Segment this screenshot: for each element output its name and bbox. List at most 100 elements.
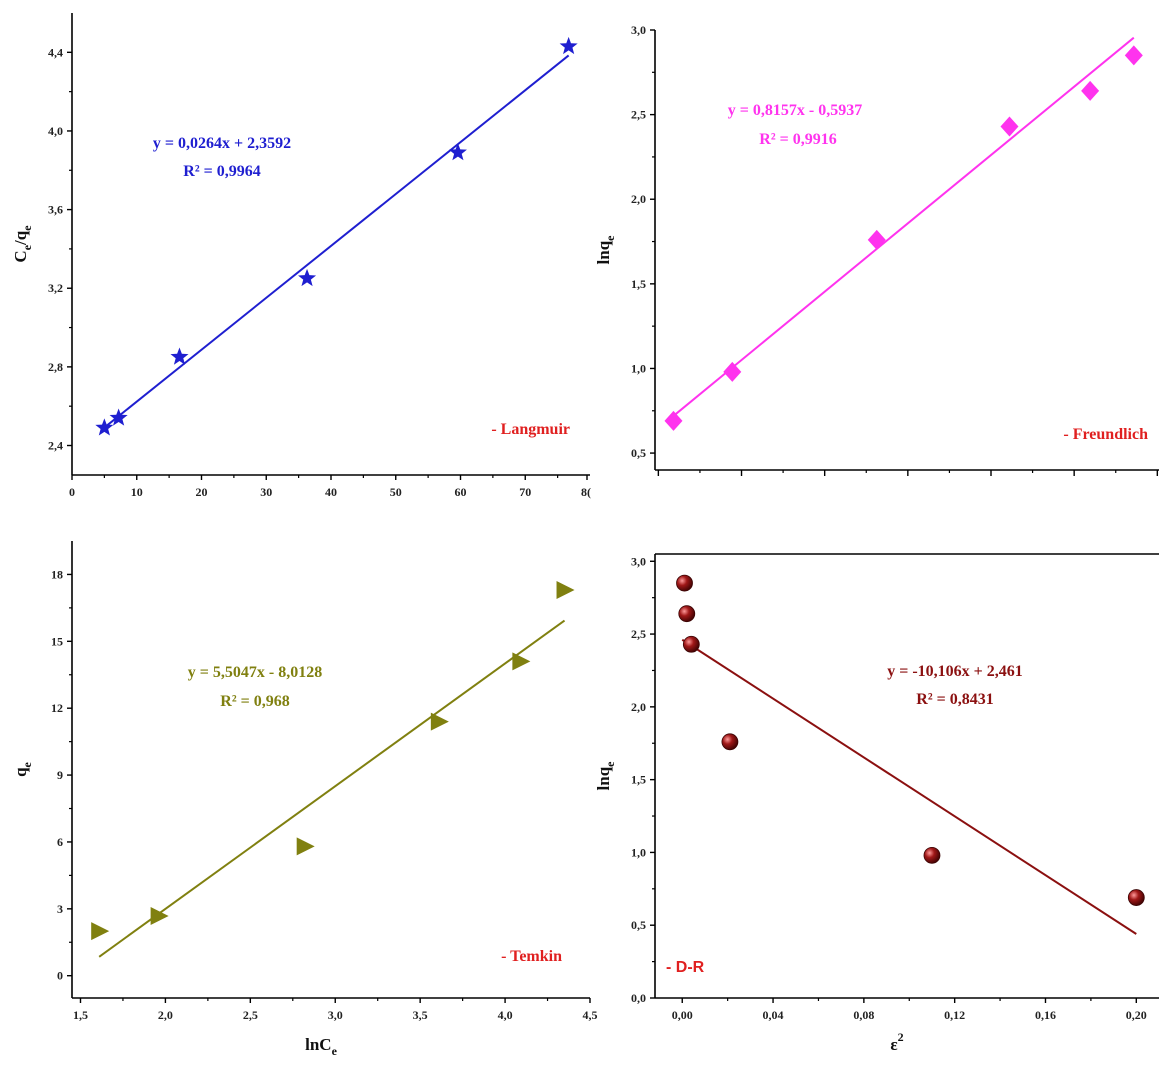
data-point bbox=[1124, 45, 1143, 66]
data-point bbox=[721, 733, 739, 751]
legend-label: - D-R bbox=[666, 959, 705, 976]
y-tick-label: 1,5 bbox=[631, 773, 646, 787]
x-tick-label: 60 bbox=[455, 485, 467, 499]
fit-line bbox=[672, 36, 1135, 417]
y-tick-label: 3,0 bbox=[631, 23, 646, 37]
y-tick-label: 12 bbox=[51, 701, 63, 715]
axes: 0 3 6 9 12 15 18 1,5 2,0 2,5 3,0 3,5 4,0 4,5 bbox=[51, 541, 598, 1022]
data-point bbox=[298, 268, 317, 287]
x-tick-label: 0,16 bbox=[1035, 1008, 1056, 1022]
x-axis-title: lnCe bbox=[305, 1035, 337, 1058]
y-tick-label: 0,5 bbox=[631, 446, 646, 460]
x-tick-label: 2,5 bbox=[243, 1008, 258, 1022]
y-tick-label: 6 bbox=[57, 835, 63, 849]
x-tick-label: 40 bbox=[325, 485, 337, 499]
x-tick-label: 50 bbox=[390, 485, 402, 499]
legend-label: - Temkin bbox=[501, 948, 562, 965]
axes: 0,0 0,5 1,0 1,5 2,0 2,5 3,0 0,00 0,04 0,08 0,12 0,1… bbox=[631, 553, 1159, 1022]
x-tick-label: 20 bbox=[196, 485, 208, 499]
fit-equation: y = -10,106x + 2,461 bbox=[887, 663, 1023, 680]
y-tick-label: 9 bbox=[57, 768, 63, 782]
data-point bbox=[1127, 889, 1145, 906]
data-point bbox=[512, 652, 531, 671]
axes: 2,4 2,8 3,2 3,6 4,0 4,4 0 10 20 30 40 50 60 70 8( bbox=[48, 13, 591, 499]
y-tick-label: 2,0 bbox=[631, 192, 646, 206]
dr-panel: 0,0 0,5 1,0 1,5 2,0 2,5 3,0 0,00 0,04 0,08 0,12 0,1… bbox=[594, 553, 1159, 1054]
x-tick-label: 0 bbox=[69, 485, 75, 499]
data-point bbox=[150, 906, 169, 925]
x-tick-label: 1,5 bbox=[73, 1008, 88, 1022]
y-axis-title: qe bbox=[11, 761, 34, 776]
fit-line bbox=[681, 638, 1137, 935]
x-tick-label: 30 bbox=[260, 485, 272, 499]
data-point bbox=[867, 229, 886, 250]
y-tick-label: 2,0 bbox=[631, 700, 646, 714]
x-tick-label: 2,0 bbox=[158, 1008, 173, 1022]
data-point bbox=[676, 574, 693, 592]
data-point bbox=[1081, 80, 1100, 101]
fit-line bbox=[103, 54, 570, 429]
y-tick-label: 0 bbox=[57, 969, 63, 983]
data-point bbox=[723, 361, 742, 382]
y-tick-label: 2,4 bbox=[48, 439, 63, 453]
y-tick-label: 15 bbox=[51, 634, 63, 648]
fit-line bbox=[98, 619, 566, 958]
x-tick-label: 3,0 bbox=[328, 1008, 343, 1022]
temkin-panel: 0 3 6 9 12 15 18 1,5 2,0 2,5 3,0 3,5 4,0 4,5 qe lnCe y =… bbox=[11, 541, 598, 1058]
fit-equation: y = 5,5047x - 8,0128 bbox=[188, 664, 322, 681]
y-tick-label: 0,5 bbox=[631, 918, 646, 932]
y-tick-label: 18 bbox=[51, 567, 63, 581]
y-tick-label: 1,0 bbox=[631, 845, 646, 859]
langmuir-panel: 2,4 2,8 3,2 3,6 4,0 4,4 0 10 20 30 40 50 60 70 8(Ce/qe… bbox=[11, 13, 591, 499]
fit-equation: y = 0,8157x - 0,5937 bbox=[728, 102, 862, 119]
x-tick-label: 3,5 bbox=[413, 1008, 428, 1022]
data-point bbox=[296, 837, 315, 856]
y-tick-label: 0,0 bbox=[631, 991, 646, 1005]
x-tick-label: 0,00 bbox=[672, 1008, 693, 1022]
r-squared-label: R² = 0,968 bbox=[220, 693, 289, 710]
data-point bbox=[1000, 116, 1019, 137]
x-tick-label: 0,04 bbox=[763, 1008, 784, 1022]
data-point bbox=[170, 347, 189, 365]
data-point bbox=[682, 635, 700, 653]
y-tick-label: 4,0 bbox=[48, 124, 63, 138]
data-point bbox=[91, 922, 110, 941]
r-squared-label: R² = 0,9964 bbox=[183, 163, 260, 180]
x-tick-label: 10 bbox=[131, 485, 143, 499]
data-point bbox=[95, 418, 114, 436]
data-point bbox=[109, 408, 128, 426]
y-tick-label: 1,5 bbox=[631, 277, 646, 291]
y-tick-label: 3,6 bbox=[48, 203, 63, 217]
y-tick-label: 1,0 bbox=[631, 361, 646, 375]
data-point bbox=[556, 581, 575, 600]
y-tick-label: 2,8 bbox=[48, 360, 63, 374]
y-tick-label: 2,5 bbox=[631, 627, 646, 641]
x-tick-label: 4,0 bbox=[498, 1008, 513, 1022]
data-point bbox=[448, 143, 467, 161]
data-point bbox=[923, 846, 941, 864]
y-tick-label: 3,2 bbox=[48, 281, 63, 295]
freundlich-panel: 0,5 1,0 1,5 2,0 2,5 3,0 lnqe y = 0,8157x - 0,59… bbox=[594, 23, 1159, 476]
x-tick-label: 70 bbox=[519, 485, 531, 499]
data-point bbox=[664, 410, 683, 431]
x-tick-label: 0,20 bbox=[1126, 1008, 1147, 1022]
y-tick-label: 3 bbox=[57, 902, 63, 916]
y-tick-label: 2,5 bbox=[631, 108, 646, 122]
r-squared-label: R² = 0,9916 bbox=[759, 131, 836, 148]
data-point bbox=[559, 36, 578, 55]
x-tick-label: 0,12 bbox=[944, 1008, 965, 1022]
x-axis-title: ε2 bbox=[890, 1030, 903, 1054]
legend-label: - Freundlich bbox=[1063, 426, 1148, 443]
data-point bbox=[678, 605, 696, 623]
fit-equation: y = 0,0264x + 2,3592 bbox=[153, 135, 291, 152]
legend-label: - Langmuir bbox=[491, 421, 570, 438]
y-tick-label: 3,0 bbox=[631, 554, 646, 568]
data-point bbox=[430, 712, 449, 731]
x-tick-label: 8( bbox=[581, 485, 591, 499]
r-squared-label: R² = 0,8431 bbox=[916, 691, 993, 708]
axes: 0,5 1,0 1,5 2,0 2,5 3,0 bbox=[631, 23, 1159, 476]
y-axis-title: lnqe bbox=[594, 761, 617, 791]
x-tick-label: 0,08 bbox=[853, 1008, 874, 1022]
y-axis-title: Ce/qe bbox=[11, 225, 34, 263]
